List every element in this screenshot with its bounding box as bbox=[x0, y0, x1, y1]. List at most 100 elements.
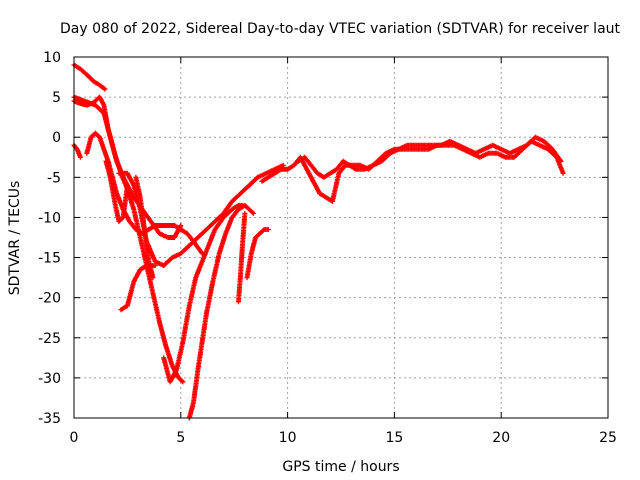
y-tick-label: -10 bbox=[38, 210, 61, 226]
data-point bbox=[139, 196, 142, 199]
data-point bbox=[342, 160, 344, 163]
data-point bbox=[246, 276, 248, 279]
data-point bbox=[154, 264, 156, 267]
data-point bbox=[244, 212, 246, 215]
data-point bbox=[359, 164, 362, 167]
data-point bbox=[118, 220, 120, 223]
data-point bbox=[241, 240, 244, 243]
data-point bbox=[86, 152, 88, 155]
data-point bbox=[171, 256, 174, 259]
data-point bbox=[256, 176, 259, 179]
data-point bbox=[261, 180, 263, 183]
data-point bbox=[205, 312, 208, 315]
data-point bbox=[263, 228, 265, 231]
data-point bbox=[500, 148, 503, 151]
data-point bbox=[201, 252, 203, 255]
data-point bbox=[457, 144, 460, 147]
data-point bbox=[248, 184, 250, 187]
series-track-12 bbox=[236, 210, 248, 305]
data-point bbox=[508, 152, 511, 155]
data-point bbox=[222, 216, 225, 219]
data-point bbox=[98, 136, 101, 139]
data-point bbox=[165, 345, 167, 347]
data-point bbox=[316, 172, 319, 175]
data-point bbox=[92, 101, 95, 104]
series-track-9 bbox=[133, 174, 156, 281]
data-point bbox=[135, 228, 137, 231]
data-point bbox=[423, 144, 426, 147]
data-point bbox=[133, 196, 135, 199]
data-point bbox=[205, 228, 208, 231]
data-point bbox=[177, 377, 180, 379]
data-point bbox=[239, 192, 242, 195]
data-point bbox=[293, 164, 295, 167]
data-point bbox=[152, 276, 154, 279]
data-point bbox=[273, 172, 276, 175]
data-point bbox=[538, 144, 541, 147]
data-point bbox=[115, 192, 118, 195]
data-point bbox=[265, 172, 268, 175]
data-point bbox=[419, 148, 421, 151]
data-point bbox=[355, 168, 357, 171]
x-tick-label: 25 bbox=[599, 430, 617, 446]
series-track-1 bbox=[71, 62, 108, 92]
data-point bbox=[173, 224, 176, 227]
data-point bbox=[182, 381, 184, 383]
data-point bbox=[496, 152, 498, 155]
data-point bbox=[139, 236, 142, 239]
data-point bbox=[273, 168, 276, 171]
data-point bbox=[237, 208, 240, 211]
data-point bbox=[222, 212, 225, 215]
data-point bbox=[244, 204, 246, 207]
data-point bbox=[513, 156, 515, 159]
data-point bbox=[201, 340, 203, 343]
data-point bbox=[135, 176, 137, 179]
data-point bbox=[150, 220, 152, 223]
series-track-15 bbox=[295, 134, 564, 180]
data-point bbox=[560, 160, 562, 163]
data-point bbox=[534, 136, 537, 139]
data-point bbox=[79, 68, 82, 70]
data-point bbox=[239, 272, 242, 275]
data-point bbox=[312, 180, 315, 183]
data-point bbox=[118, 172, 120, 175]
series-track-7 bbox=[116, 162, 286, 269]
data-point bbox=[197, 236, 199, 239]
data-point bbox=[338, 172, 340, 175]
data-point bbox=[133, 280, 135, 283]
data-point bbox=[427, 148, 430, 151]
data-point bbox=[250, 252, 253, 255]
data-point bbox=[224, 232, 227, 235]
data-point bbox=[103, 148, 105, 151]
data-point bbox=[160, 224, 163, 227]
data-point bbox=[212, 280, 214, 283]
data-point bbox=[113, 152, 116, 155]
data-point bbox=[162, 357, 165, 359]
chart-title: Day 080 of 2022, Sidereal Day-to-day VTE… bbox=[60, 21, 621, 37]
data-point bbox=[122, 216, 124, 219]
data-point bbox=[192, 401, 195, 403]
data-point bbox=[180, 224, 182, 227]
data-point bbox=[126, 304, 129, 307]
data-point bbox=[410, 148, 413, 151]
x-axis-label: GPS time / hours bbox=[282, 459, 399, 475]
data-point bbox=[147, 228, 150, 231]
data-point bbox=[380, 160, 383, 163]
data-point bbox=[363, 168, 366, 171]
data-point bbox=[440, 144, 443, 147]
data-point bbox=[147, 260, 150, 263]
data-point bbox=[303, 156, 306, 159]
data-point bbox=[120, 308, 122, 311]
data-point bbox=[128, 220, 131, 223]
data-point bbox=[126, 172, 129, 175]
plus-markers bbox=[244, 227, 271, 281]
data-point bbox=[76, 148, 79, 151]
data-point bbox=[254, 236, 257, 239]
data-point bbox=[186, 232, 189, 235]
data-point bbox=[297, 160, 300, 163]
data-point bbox=[252, 212, 255, 215]
data-point bbox=[173, 236, 176, 239]
data-point bbox=[547, 148, 549, 151]
data-point bbox=[310, 164, 312, 167]
data-point bbox=[237, 204, 240, 207]
